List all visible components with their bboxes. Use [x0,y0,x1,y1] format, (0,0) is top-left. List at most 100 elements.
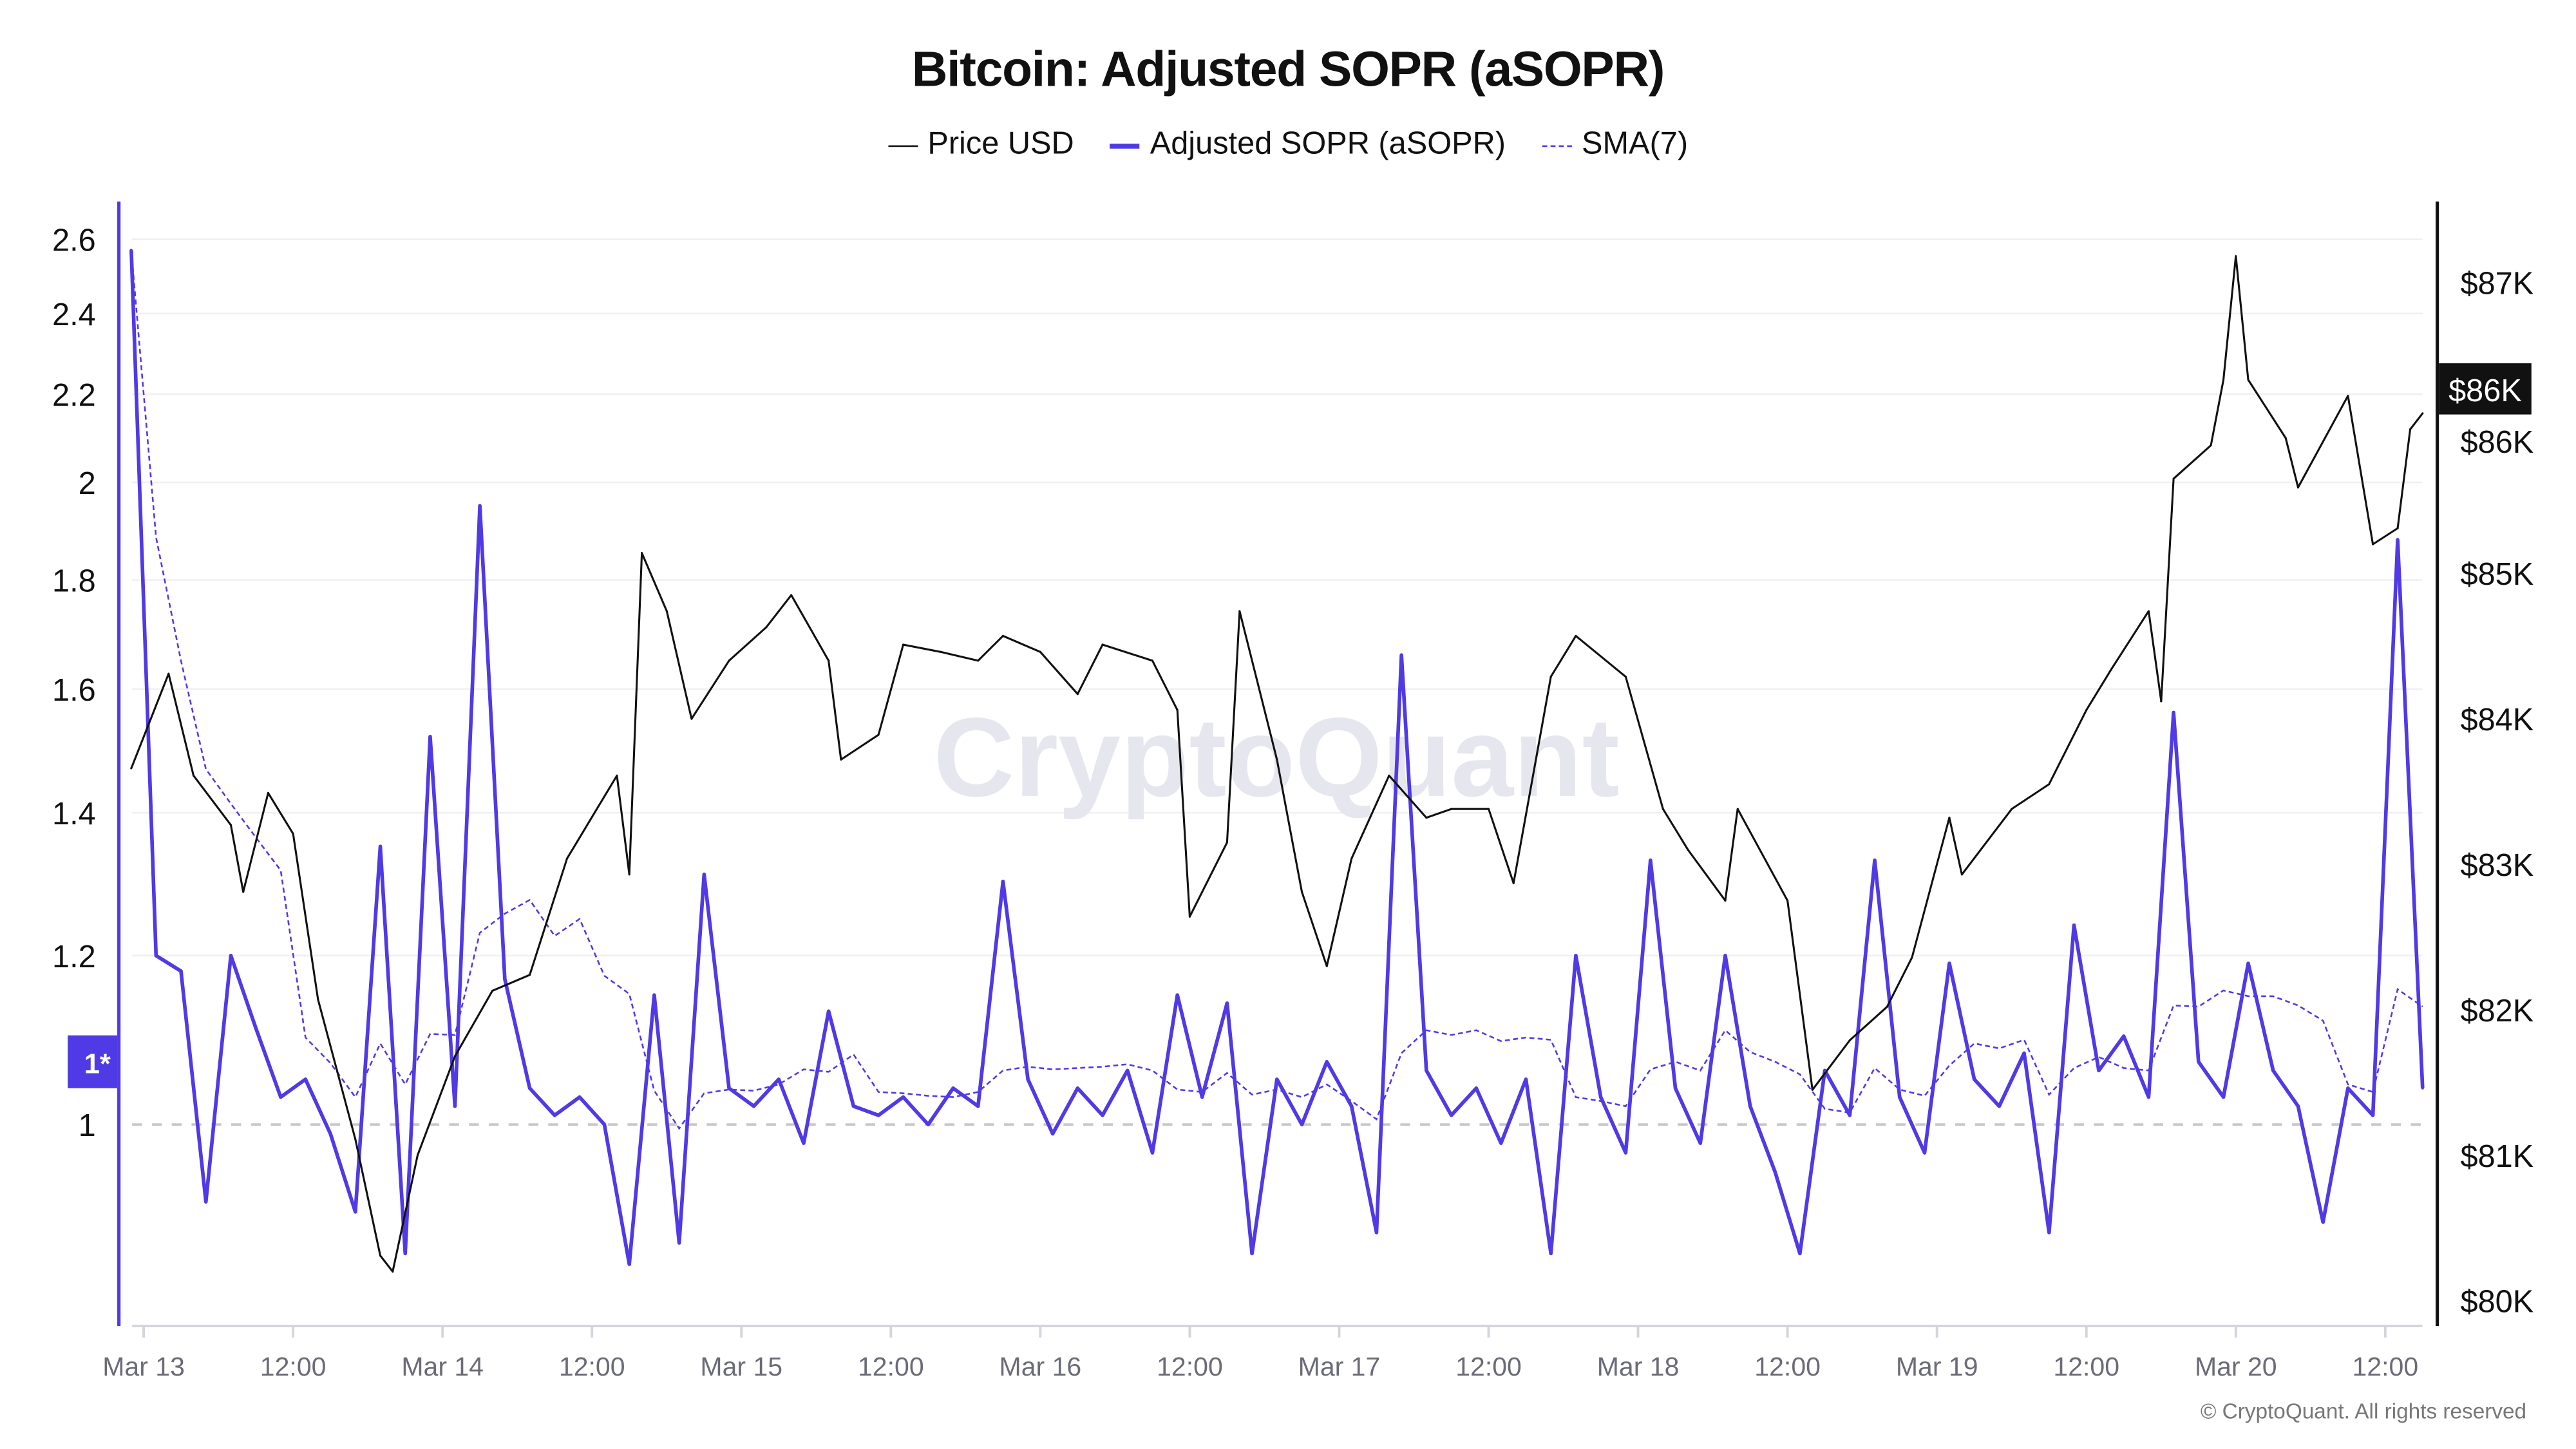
price-point [877,734,880,736]
price-point [1076,693,1079,696]
left-tick-label: 1.2 [52,940,96,974]
price-point [641,552,643,554]
chart-title: Bitcoin: Adjusted SOPR (aSOPR) [911,43,1665,98]
asopr-point [1375,1231,1378,1234]
x-tick-label: 12:00 [1754,1352,1821,1381]
asopr-point [1748,1104,1752,1108]
price-point [1512,882,1515,884]
asopr-point [1524,1077,1528,1081]
asopr-point [1574,954,1577,957]
asopr-point [1674,1086,1677,1090]
price-point [292,833,294,835]
right-tick-label: $82K [2461,994,2534,1028]
asopr-point [1798,1252,1802,1255]
left-tick-label: 2 [79,466,96,501]
reference-badge [68,1035,118,1088]
right-tick-label: $84K [2461,703,2534,737]
right-tick-label: $87K [2461,266,2534,301]
price-point [1300,891,1303,893]
price-point [1786,899,1789,902]
left-tick-label: 2.4 [52,298,96,332]
asopr-point [752,1104,755,1108]
asopr-point [1400,654,1403,657]
asopr-point [1998,1104,2001,1108]
legend-item-asopr[interactable]: Adjusted SOPR (aSOPR) [1110,127,1506,163]
x-tick-label: Mar 20 [2195,1352,2277,1381]
asopr-point [2322,1220,2325,1224]
asopr-point [1026,1077,1030,1081]
asopr-point [2172,711,2175,714]
asopr-point [503,978,506,981]
asopr-point [927,1123,930,1126]
price-point [267,791,269,794]
price-point [1350,857,1353,860]
asopr-point [528,1086,531,1090]
price-point [2284,437,2287,439]
legend-label-sma: SMA(7) [1582,127,1689,162]
asopr-point [2122,1035,2125,1038]
price-point [1948,817,1951,819]
price-point [453,1055,457,1057]
asopr-point [2197,1060,2200,1063]
left-tick-label: 2.6 [52,223,96,258]
x-tick-label: 12:00 [1157,1352,1223,1381]
left-axis-ticks: 2.6 2.4 2.2 2 1.8 1.6 1.4 1.2 1 [52,223,96,1143]
price-point [2085,709,2088,712]
price-point [2222,379,2224,381]
asopr-point [827,1010,830,1013]
price-point [566,857,569,860]
right-tick-label: $85K [2461,557,2534,592]
asopr-point [2098,1069,2101,1072]
asopr-point [852,1104,855,1108]
asopr-point [1774,1170,1777,1173]
asopr-point [553,1113,556,1117]
asopr-point [703,873,706,876]
asopr-point [902,1095,905,1099]
asopr-point [1499,1142,1502,1145]
asopr-point [129,249,133,252]
asopr-point [1200,1095,1204,1099]
price-point [1039,650,1041,653]
price-point [317,998,319,1001]
price-point [1188,915,1191,918]
asopr-point [254,1026,258,1030]
price-point [130,767,133,770]
asopr-point [1001,880,1005,883]
asopr-point [1873,858,1877,862]
price-point [2110,668,2112,670]
right-axis-ticks: $87K $86K $85K $84K $83K $82K $81K $80K [2461,266,2534,1319]
legend-item-sma[interactable]: SMA(7) [1542,127,1688,163]
sma-line-swatch-icon [1542,144,1572,146]
price-point [616,774,618,777]
price-point [2235,255,2237,258]
price-line[interactable] [130,255,2424,1273]
price-point [828,659,830,662]
price-point [1724,899,1727,902]
asopr-point [1450,1113,1453,1117]
price-point [765,626,768,629]
asopr-point [2023,1052,2026,1055]
price-point [2048,783,2050,786]
price-point [1549,676,1552,678]
asopr-point [1325,1060,1329,1063]
legend: Price USD Adjusted SOPR (aSOPR) SMA(7) [0,127,2576,163]
asopr-point [1723,954,1727,957]
legend-item-price[interactable]: Price USD [887,127,1074,163]
price-point [1960,873,1963,876]
asopr-point [1923,1151,1926,1155]
asopr-point [453,1104,457,1108]
price-point [2247,379,2249,381]
asopr-point [2072,923,2076,927]
price-point [2210,444,2212,447]
price-point [1151,659,1153,662]
x-tick-label: Mar 13 [102,1352,185,1381]
asopr-point [876,1113,880,1117]
asopr-point [2346,1086,2349,1090]
left-tick-label: 1.6 [52,673,96,708]
asopr-point [204,1200,207,1204]
price-point [1276,758,1278,761]
asopr-point [1475,1086,1478,1090]
price-point [1848,1039,1851,1041]
